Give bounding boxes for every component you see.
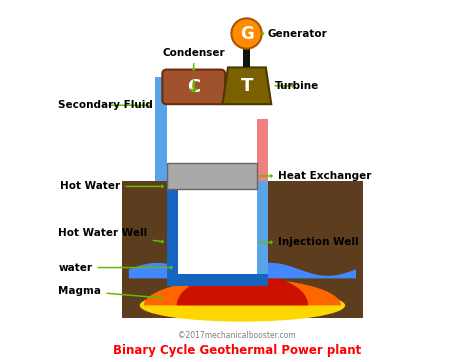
Text: Generator: Generator (262, 29, 327, 38)
Bar (178, 170, 257, 274)
Circle shape (231, 18, 262, 49)
Bar (167, 274, 268, 286)
Text: Hot Water Well: Hot Water Well (58, 228, 163, 243)
Polygon shape (129, 263, 356, 278)
Text: Condenser: Condenser (163, 48, 225, 70)
Text: C: C (187, 78, 201, 96)
Text: T: T (241, 77, 253, 95)
FancyBboxPatch shape (163, 70, 225, 104)
Ellipse shape (140, 289, 345, 322)
Text: Secondary Fluid: Secondary Fluid (58, 100, 154, 110)
Text: Magma: Magma (58, 286, 161, 299)
Bar (257, 119, 268, 181)
Text: G: G (240, 25, 254, 42)
Polygon shape (177, 273, 308, 306)
Text: Binary Cycle Geothermal Power plant: Binary Cycle Geothermal Power plant (113, 344, 361, 357)
Polygon shape (144, 278, 341, 306)
Bar (155, 169, 268, 181)
Bar (155, 77, 167, 181)
Bar (167, 163, 257, 189)
Text: Hot Water: Hot Water (60, 181, 163, 191)
Text: water: water (58, 262, 172, 273)
Bar (167, 170, 178, 286)
Text: Turbine: Turbine (275, 81, 319, 91)
Bar (257, 170, 268, 286)
Bar (243, 49, 250, 67)
Polygon shape (223, 67, 271, 104)
Text: ©2017mechanicalbooster.com: ©2017mechanicalbooster.com (178, 331, 296, 340)
Bar (155, 77, 203, 89)
Bar (122, 181, 363, 318)
Text: Heat Exchanger: Heat Exchanger (260, 171, 372, 181)
Bar (215, 89, 268, 101)
Text: Injection Well: Injection Well (260, 237, 359, 247)
